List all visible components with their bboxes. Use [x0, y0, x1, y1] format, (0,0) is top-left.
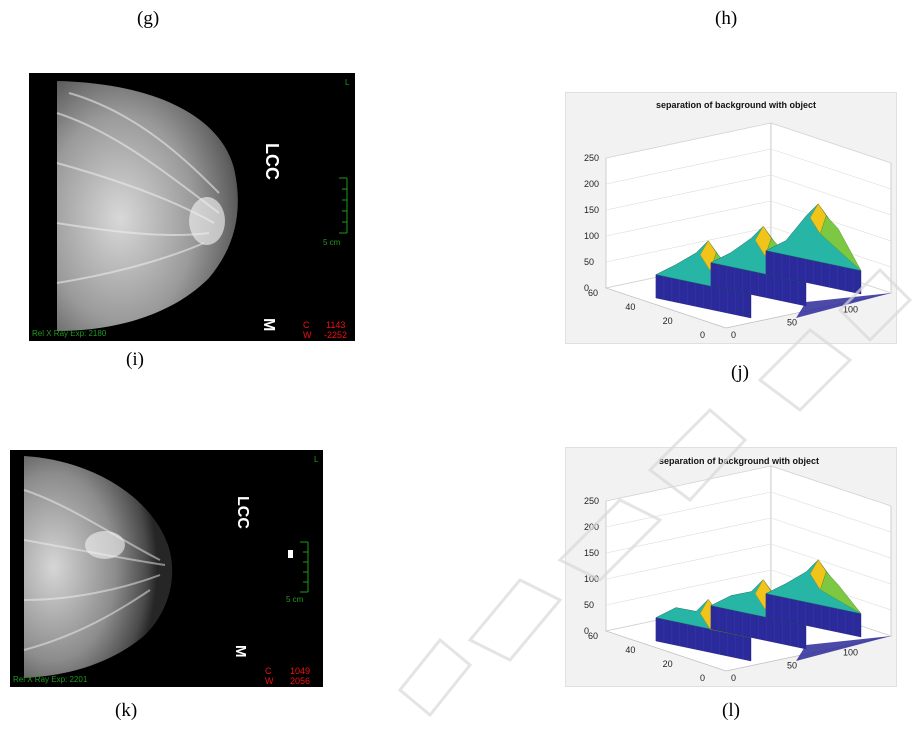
w-label-i: W — [303, 330, 312, 340]
z-tick-label: 0 — [584, 283, 589, 293]
z-gridline — [605, 122, 772, 159]
z-tick-label: 0 — [584, 626, 589, 636]
z-tick-label: 200 — [584, 522, 599, 532]
white-marker-k — [288, 550, 293, 558]
plot-title-j: separation of background with object — [656, 100, 817, 110]
x-tick-label: 100 — [843, 305, 858, 315]
z-tick-label: 150 — [584, 548, 599, 558]
z-tick-label: 100 — [584, 231, 599, 241]
marker-label-i: M — [260, 318, 277, 331]
z-gridline — [770, 465, 892, 507]
z-tick-label: 150 — [584, 205, 599, 215]
z-tick-label: 50 — [584, 257, 594, 267]
c-label-k: C — [265, 666, 272, 676]
y-tick-label: 20 — [663, 659, 673, 669]
z-gridline — [770, 148, 892, 190]
caption-g: (g) — [137, 8, 160, 29]
surface-plot-l: separation of background with object 250… — [565, 447, 897, 687]
scale-label-k: 5 cm — [286, 595, 304, 604]
x-tick-label: 0 — [731, 673, 736, 683]
z-gridline — [605, 226, 772, 263]
y-tick-label: 40 — [625, 302, 635, 312]
mammogram-image-k: LCC M L 5 cm Rel X Ray Exp: 2201 C 1049 … — [10, 450, 323, 687]
z-tick-label: 50 — [584, 600, 594, 610]
floor-surface — [796, 636, 891, 661]
corner-letter-k: L — [314, 455, 319, 464]
scale-label-i: 5 cm — [323, 238, 341, 247]
x-tick-label: 0 — [731, 330, 736, 340]
caption-i: (i) — [126, 349, 144, 370]
z-gridline — [770, 543, 892, 585]
z-gridline — [770, 174, 892, 216]
c-value-i: 1143 — [326, 320, 345, 330]
y-tick-label: 0 — [700, 330, 705, 340]
surface-ridge — [765, 559, 862, 638]
caption-h: (h) — [715, 8, 738, 29]
z-gridline — [770, 122, 892, 164]
w-label-k: W — [265, 676, 274, 686]
corner-letter-i: L — [345, 78, 350, 87]
scale-bar-i — [339, 177, 348, 234]
surface-ridge — [765, 203, 862, 295]
c-label-i: C — [303, 320, 310, 330]
c-value-k: 1049 — [290, 666, 310, 676]
surface-plot-j: separation of background with object 250… — [565, 92, 897, 344]
mammogram-image-i: LCC M L 5 cm Rel X Ray Exp: 2180 C 1143 … — [29, 73, 355, 341]
y-tick-label: 40 — [625, 645, 635, 655]
x-tick-label: 50 — [787, 317, 797, 327]
z-gridline — [605, 569, 772, 606]
marker-label-k: M — [232, 645, 249, 658]
z-tick-label: 200 — [584, 179, 599, 189]
y-tick-label: 60 — [588, 631, 598, 641]
view-label-k: LCC — [234, 496, 251, 529]
caption-l: (l) — [722, 700, 740, 721]
w-value-k: 2056 — [290, 676, 310, 686]
z-gridline — [770, 491, 892, 533]
z-tick-label: 250 — [584, 496, 599, 506]
caption-k: (k) — [115, 700, 138, 721]
z-tick-label: 250 — [584, 153, 599, 163]
z-tick-label: 100 — [584, 574, 599, 584]
z-gridline — [605, 148, 772, 185]
exposure-text-k: Rel X Ray Exp: 2201 — [13, 675, 88, 684]
exposure-text-i: Rel X Ray Exp: 2180 — [32, 329, 107, 338]
y-tick-label: 0 — [700, 673, 705, 683]
caption-j: (j) — [731, 362, 749, 383]
z-gridline — [605, 174, 772, 211]
view-label-i: LCC — [262, 143, 282, 180]
z-gridline — [770, 517, 892, 559]
y-tick-label: 20 — [663, 316, 673, 326]
x-tick-label: 100 — [843, 648, 858, 658]
x-tick-label: 50 — [787, 660, 797, 670]
w-value-i: -2252 — [324, 330, 347, 340]
y-tick-label: 60 — [588, 288, 598, 298]
z-gridline — [605, 200, 772, 237]
scale-bar-k — [300, 541, 309, 593]
